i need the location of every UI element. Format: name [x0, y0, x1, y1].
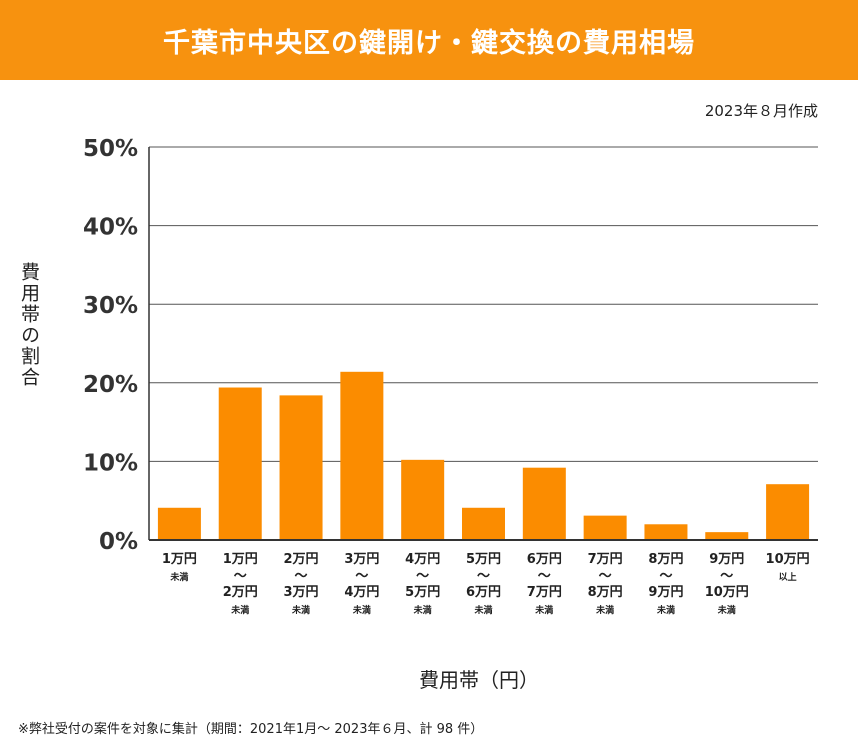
x-tick-label: 9万円〜 10万円未満 — [705, 552, 749, 616]
bar — [218, 387, 262, 540]
x-tick-label: 6万円〜 7万円未満 — [527, 552, 562, 616]
x-tick-label: 1万円未満 — [162, 552, 197, 583]
bar — [401, 459, 445, 540]
bar — [462, 507, 505, 540]
bar — [522, 467, 566, 540]
y-tick-label: 40% — [83, 215, 138, 241]
y-tick-label: 20% — [83, 372, 138, 398]
x-tick-label: 7万円〜 8万円未満 — [588, 552, 623, 616]
bar — [279, 395, 323, 540]
bar-chart: 0% 10% 20% 30% 40% 50% 1万円未満 1万円〜 2万円未満 2万円〜 3万円未満… — [83, 136, 818, 616]
x-tick-label: 2万円〜 3万円未満 — [284, 552, 319, 616]
y-tick-label: 50% — [83, 136, 138, 162]
x-tick-label: 4万円〜 5万円未満 — [405, 552, 440, 616]
footnote: ※弊社受付の案件を対象に集計（期間：2021年1月～ 2023年６月、計 98 … — [18, 722, 484, 737]
bar — [583, 515, 627, 540]
x-tick-label: 10万円以上 — [766, 552, 810, 583]
x-tick-label: 1万円〜 2万円未満 — [223, 552, 258, 616]
y-tick-label: 30% — [83, 293, 138, 319]
x-tick-label: 8万円〜 9万円未満 — [648, 552, 683, 616]
bar — [766, 484, 810, 540]
x-axis-label: 費用帯（円） — [419, 668, 539, 692]
bar — [644, 524, 688, 540]
bar — [340, 371, 384, 540]
chart-title: 千葉市中央区の鍵開け・鍵交換の費用相場 — [163, 27, 695, 59]
y-tick-label: 10% — [83, 450, 138, 476]
x-tick-label: 3万円〜 4万円未満 — [344, 552, 379, 616]
created-date: 2023年８月作成 — [704, 102, 818, 120]
y-axis-label: 費用帯の割合 — [18, 262, 40, 388]
x-tick-label: 5万円〜 6万円未満 — [466, 552, 501, 616]
bar — [157, 507, 201, 540]
title-banner: 千葉市中央区の鍵開け・鍵交換の費用相場 — [0, 0, 858, 80]
y-tick-label: 0% — [99, 529, 138, 555]
bar — [705, 532, 749, 540]
